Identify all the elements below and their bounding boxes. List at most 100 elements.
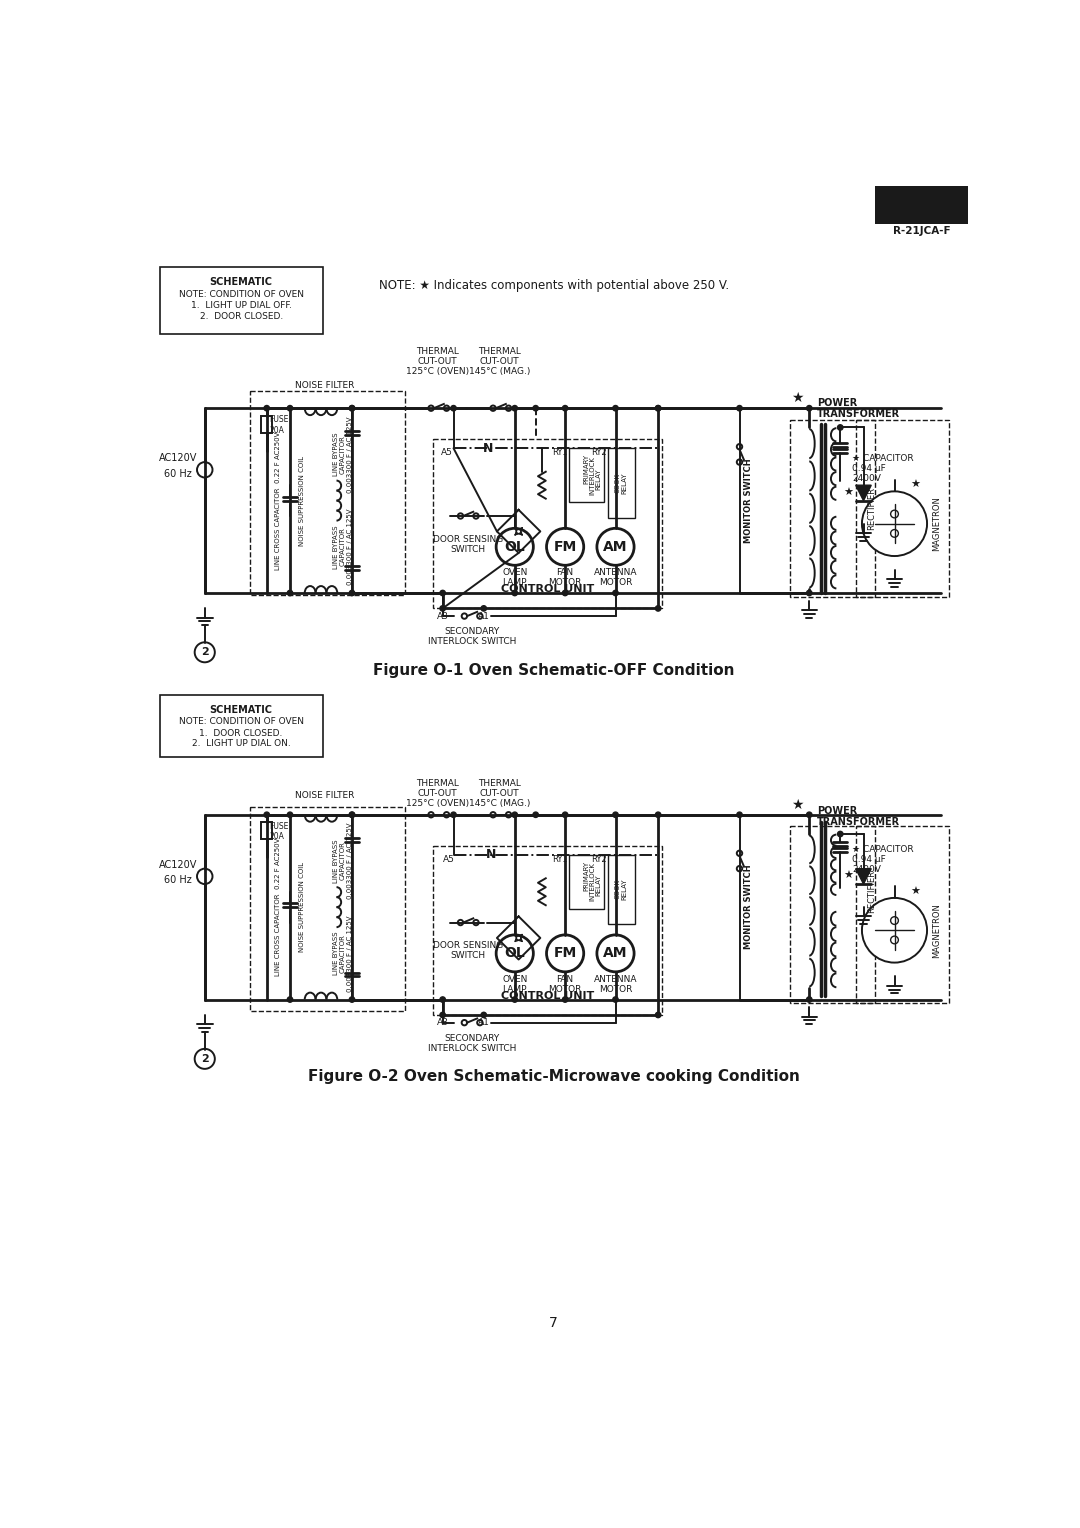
- Circle shape: [612, 996, 618, 1002]
- Circle shape: [287, 996, 293, 1002]
- Circle shape: [287, 405, 293, 411]
- Text: ★: ★: [792, 391, 804, 405]
- Text: 60 Hz: 60 Hz: [164, 876, 191, 885]
- Circle shape: [612, 811, 618, 817]
- Text: NOISE SUPPRESSION COIL: NOISE SUPPRESSION COIL: [299, 455, 305, 545]
- Circle shape: [194, 1048, 215, 1070]
- Circle shape: [496, 935, 534, 972]
- Text: SWITCH: SWITCH: [450, 544, 486, 553]
- Bar: [569, 448, 604, 503]
- Circle shape: [656, 1012, 661, 1018]
- Circle shape: [287, 590, 293, 596]
- Text: RY1: RY1: [552, 856, 567, 863]
- Circle shape: [807, 996, 812, 1002]
- Circle shape: [429, 811, 434, 817]
- Circle shape: [287, 811, 293, 817]
- Text: MOTOR: MOTOR: [549, 986, 582, 995]
- Text: RELAY: RELAY: [595, 468, 602, 490]
- Circle shape: [807, 811, 812, 817]
- Circle shape: [597, 935, 634, 972]
- Circle shape: [807, 590, 812, 596]
- Text: MONITOR SWITCH: MONITOR SWITCH: [744, 865, 754, 949]
- Text: MOTOR: MOTOR: [598, 579, 632, 587]
- Circle shape: [429, 405, 434, 411]
- Bar: [433, 845, 662, 1015]
- Text: NOTE: ★ Indicates components with potential above 250 V.: NOTE: ★ Indicates components with potent…: [379, 278, 729, 292]
- Text: LAMP: LAMP: [502, 579, 527, 587]
- Text: 2400V: 2400V: [852, 474, 881, 483]
- Text: A1: A1: [477, 1018, 489, 1027]
- Text: 145°C (MAG.): 145°C (MAG.): [469, 367, 530, 376]
- Circle shape: [737, 445, 742, 449]
- Circle shape: [656, 811, 661, 817]
- Text: INTERLOCK SWITCH: INTERLOCK SWITCH: [428, 1044, 516, 1053]
- Text: 0.94 μF: 0.94 μF: [852, 465, 886, 472]
- Text: SWITCH: SWITCH: [450, 950, 486, 960]
- Text: CUT-OUT: CUT-OUT: [480, 356, 519, 365]
- Circle shape: [473, 920, 478, 926]
- Circle shape: [440, 605, 445, 611]
- Text: A5: A5: [443, 856, 455, 863]
- Text: CUT-OUT: CUT-OUT: [480, 790, 519, 799]
- Text: MOTOR: MOTOR: [549, 579, 582, 587]
- Circle shape: [458, 513, 463, 518]
- Circle shape: [891, 917, 899, 924]
- Circle shape: [349, 590, 354, 596]
- Circle shape: [349, 996, 354, 1002]
- Text: AC120V: AC120V: [159, 860, 197, 869]
- Text: MAGNETRON: MAGNETRON: [933, 903, 942, 958]
- Circle shape: [891, 937, 899, 944]
- Bar: [249, 391, 405, 596]
- Text: LINE BYPASS
CAPACITOR
0.003300 F / AC 125V: LINE BYPASS CAPACITOR 0.003300 F / AC 12…: [333, 509, 353, 585]
- Circle shape: [597, 529, 634, 565]
- Bar: [160, 695, 323, 756]
- Text: 125°C (OVEN): 125°C (OVEN): [406, 367, 469, 376]
- Text: Figure O-1 Oven Schematic-OFF Condition: Figure O-1 Oven Schematic-OFF Condition: [373, 663, 734, 677]
- Text: N: N: [483, 442, 492, 455]
- Text: NOISE FILTER: NOISE FILTER: [295, 792, 354, 801]
- Text: COOK
RELAY: COOK RELAY: [615, 472, 627, 494]
- Text: N: N: [486, 848, 497, 862]
- Text: PRIMARY: PRIMARY: [583, 454, 589, 484]
- Circle shape: [656, 405, 661, 411]
- Text: LAMP: LAMP: [502, 986, 527, 995]
- Text: SECONDARY: SECONDARY: [445, 626, 500, 636]
- Circle shape: [349, 405, 354, 411]
- Text: COOK
RELAY: COOK RELAY: [615, 879, 627, 900]
- Circle shape: [512, 405, 517, 411]
- Circle shape: [862, 492, 927, 556]
- Text: 2: 2: [201, 1054, 208, 1063]
- Circle shape: [450, 811, 456, 817]
- Text: FM: FM: [554, 946, 577, 961]
- Text: RECTIFIER: RECTIFIER: [867, 487, 876, 530]
- Text: 2400V: 2400V: [852, 865, 881, 874]
- Circle shape: [516, 550, 522, 556]
- Text: TRANSFORMER: TRANSFORMER: [816, 816, 900, 827]
- Circle shape: [546, 935, 583, 972]
- Circle shape: [546, 529, 583, 565]
- Circle shape: [473, 513, 478, 518]
- Text: THERMAL: THERMAL: [416, 779, 459, 788]
- Circle shape: [450, 405, 456, 411]
- Text: THERMAL: THERMAL: [477, 347, 521, 356]
- Bar: [789, 827, 875, 1004]
- Circle shape: [737, 405, 742, 411]
- Circle shape: [349, 811, 354, 817]
- Bar: [261, 822, 272, 839]
- Circle shape: [461, 613, 467, 619]
- Text: FUSE
20A: FUSE 20A: [269, 416, 288, 435]
- Circle shape: [737, 866, 742, 871]
- Circle shape: [444, 811, 449, 817]
- Circle shape: [477, 1021, 483, 1025]
- Text: CONTROL UNIT: CONTROL UNIT: [501, 990, 594, 1001]
- Circle shape: [891, 510, 899, 518]
- Text: A5: A5: [441, 448, 453, 457]
- Bar: [875, 186, 968, 225]
- Text: LINE BYPASS
CAPACITOR
0.003300 F / AC 125V: LINE BYPASS CAPACITOR 0.003300 F / AC 12…: [333, 915, 353, 992]
- Text: 7: 7: [549, 1316, 558, 1329]
- Circle shape: [737, 460, 742, 465]
- Text: ★ CAPACITOR: ★ CAPACITOR: [852, 454, 914, 463]
- Circle shape: [477, 613, 483, 619]
- Text: THERMAL: THERMAL: [416, 347, 459, 356]
- Text: AM: AM: [604, 946, 627, 961]
